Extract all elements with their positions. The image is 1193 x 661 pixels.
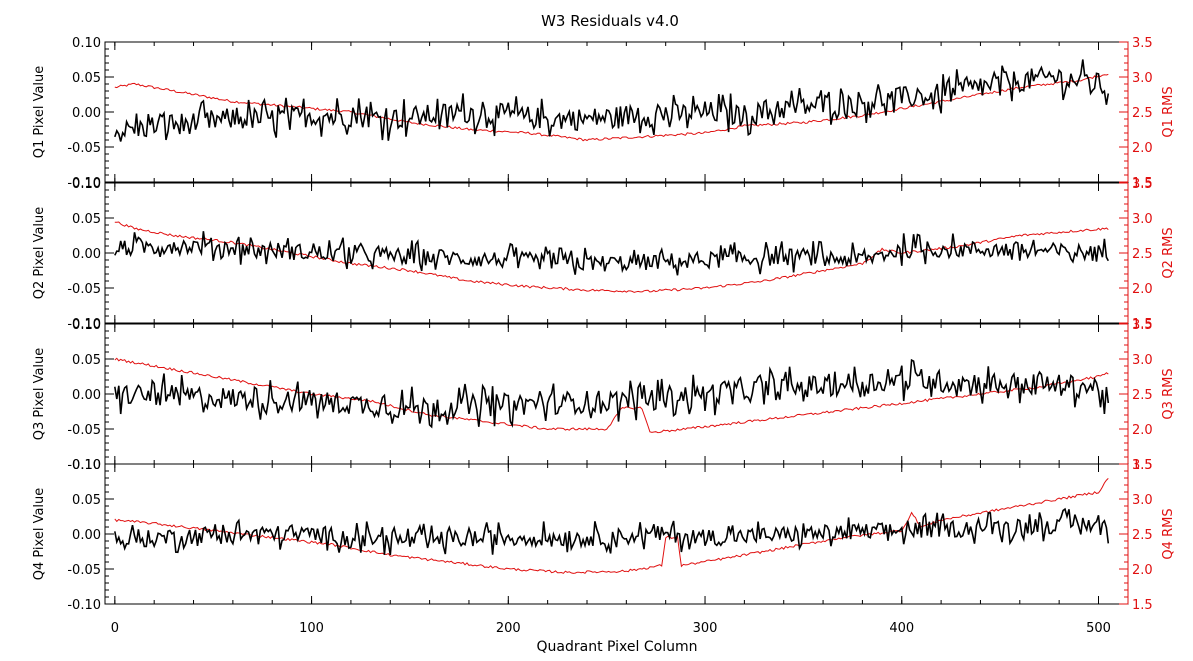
left-axis: 0.10 0.05 0.00 -0.05 -0.10: [67, 318, 114, 473]
left-axis-title: Q4 Pixel Value: [32, 488, 47, 581]
right-axis-title: Q2 RMS: [1161, 227, 1176, 278]
plot-frame: [104, 182, 1129, 324]
chart-title: W3 Residuals v4.0: [541, 12, 679, 30]
left-axis: 0.10 0.05 0.00 -0.05 -0.10: [67, 177, 114, 332]
right-tick-label: 1.5: [1132, 458, 1153, 473]
right-tick-label: 2.5: [1132, 528, 1153, 543]
right-tick-label: 2.0: [1132, 563, 1153, 578]
left-axis-title: Q2 Pixel Value: [32, 207, 47, 300]
panel-q4: 0.10 0.05 0.00 -0.05 -0.10 3.5 3.0 2.5 2.0 1.5 Q4 …: [32, 458, 1176, 613]
left-tick-label: 0.05: [72, 71, 101, 86]
left-tick-label: -0.05: [67, 141, 101, 156]
right-tick-label: 1.5: [1132, 598, 1153, 613]
right-tick-label: 2.0: [1132, 141, 1153, 156]
left-tick-label: 0.00: [72, 106, 101, 121]
right-axis: 3.5 3.0 2.5 2.0 1.5: [1119, 177, 1153, 332]
rms-series: [114, 73, 1109, 142]
right-tick-label: 3.0: [1132, 212, 1153, 227]
left-tick-label: -0.05: [67, 423, 101, 438]
right-tick-label: 3.5: [1132, 458, 1153, 473]
x-tick-label: 0: [111, 621, 119, 636]
pixel-value-series: [114, 358, 1110, 429]
right-tick-label: 3.5: [1132, 177, 1153, 192]
right-tick-label: 3.0: [1132, 353, 1153, 368]
panel-q3: 0.10 0.05 0.00 -0.05 -0.10 3.5 3.0 2.5 2.0 1.5 Q3 …: [32, 318, 1176, 473]
right-axis: 3.5 3.0 2.5 2.0 1.5: [1119, 36, 1153, 191]
pixel-value-series: [114, 59, 1110, 142]
left-tick-label: -0.10: [67, 458, 101, 473]
left-axis: 0.10 0.05 0.00 -0.05 -0.10: [67, 458, 114, 613]
right-axis: 3.5 3.0 2.5 2.0 1.5: [1119, 458, 1153, 613]
left-tick-label: 0.10: [72, 36, 101, 51]
right-axis-title: Q3 RMS: [1161, 368, 1176, 419]
left-tick-label: -0.10: [67, 598, 101, 613]
pixel-value-series: [114, 507, 1110, 556]
left-tick-label: -0.05: [67, 282, 101, 297]
panel-q1: 0.10 0.05 0.00 -0.05 -0.10 3.5 3.0 2.5 2.0 1.5 Q1 …: [32, 36, 1176, 191]
right-tick-label: 3.5: [1132, 36, 1153, 51]
left-axis-title: Q3 Pixel Value: [32, 348, 47, 441]
panel-q2: 0.10 0.05 0.00 -0.05 -0.10 3.5 3.0 2.5 2.0 1.5 Q2 …: [32, 177, 1176, 332]
rms-series: [114, 357, 1109, 434]
x-tick-label: 200: [496, 621, 521, 636]
right-tick-label: 3.5: [1132, 318, 1153, 333]
left-tick-label: 0.00: [72, 528, 101, 543]
left-tick-label: 0.05: [72, 493, 101, 508]
left-tick-label: 0.05: [72, 353, 101, 368]
left-tick-label: 0.10: [72, 458, 101, 473]
left-tick-label: -0.10: [67, 317, 101, 332]
right-tick-label: 2.0: [1132, 423, 1153, 438]
plot-frame: [104, 463, 1129, 605]
x-tick-label: 400: [889, 621, 914, 636]
pixel-value-series: [114, 231, 1110, 276]
x-tick-label: 100: [299, 621, 324, 636]
right-tick-label: 3.0: [1132, 493, 1153, 508]
right-tick-label: 2.5: [1132, 106, 1153, 121]
right-tick-label: 1.5: [1132, 176, 1153, 191]
left-tick-label: 0.00: [72, 388, 101, 403]
x-tick-label: 500: [1086, 621, 1111, 636]
left-tick-label: 0.10: [72, 318, 101, 333]
left-tick-label: -0.05: [67, 563, 101, 578]
right-axis: 3.5 3.0 2.5 2.0 1.5: [1119, 318, 1153, 473]
left-tick-label: 0.05: [72, 212, 101, 227]
left-tick-label: 0.00: [72, 247, 101, 262]
right-tick-label: 3.0: [1132, 71, 1153, 86]
x-axis-label: Quadrant Pixel Column: [537, 639, 698, 655]
x-tick-label: 300: [693, 621, 718, 636]
rms-series: [114, 478, 1109, 574]
right-tick-label: 1.5: [1132, 317, 1153, 332]
right-tick-label: 2.5: [1132, 388, 1153, 403]
right-axis-title: Q1 RMS: [1161, 86, 1176, 137]
left-tick-label: 0.10: [72, 177, 101, 192]
left-tick-label: -0.10: [67, 176, 101, 191]
right-axis-title: Q4 RMS: [1161, 508, 1176, 559]
left-axis-title: Q1 Pixel Value: [32, 66, 47, 159]
left-axis: 0.10 0.05 0.00 -0.05 -0.10: [67, 36, 114, 191]
right-tick-label: 2.0: [1132, 282, 1153, 297]
right-tick-label: 2.5: [1132, 247, 1153, 262]
panel-stack: 0.10 0.05 0.00 -0.05 -0.10 3.5 3.0 2.5 2.0 1.5 Q1 …: [32, 36, 1176, 636]
